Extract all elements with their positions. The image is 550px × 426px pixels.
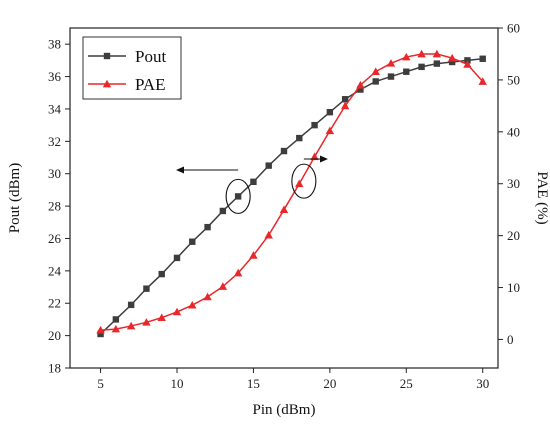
pout-point	[143, 285, 150, 292]
pout-point	[112, 316, 120, 323]
plot-frame	[69, 27, 499, 369]
y-tick-label-left: 32	[48, 134, 61, 149]
pae-point	[340, 101, 350, 110]
y-tick-label-left: 22	[48, 296, 61, 311]
pae-point	[233, 268, 243, 277]
pout-point	[326, 108, 334, 116]
series-layer	[96, 49, 487, 338]
legend-label-pout: Pout	[135, 47, 166, 66]
x-tick-label: 15	[247, 376, 260, 391]
y-tick-label-left: 38	[48, 37, 61, 52]
pae-point	[386, 59, 396, 67]
pae-point	[295, 179, 304, 188]
pae-point	[172, 307, 182, 316]
pout-point	[234, 193, 242, 200]
pout-point	[296, 134, 303, 142]
legend-marker-pout	[103, 52, 111, 60]
pae-point	[371, 67, 380, 75]
pout-point	[97, 330, 104, 338]
pout-point	[372, 78, 379, 85]
pout-point	[265, 162, 272, 169]
pae-point	[447, 53, 457, 62]
pae-point	[478, 77, 487, 85]
x-tick-label: 30	[476, 376, 489, 391]
legend-marker-pae	[102, 79, 112, 88]
pout-point	[341, 96, 349, 103]
pae-point	[463, 60, 472, 68]
y-tick-label-right: 30	[507, 176, 520, 191]
pout-point	[387, 73, 395, 80]
y-tick-label-left: 18	[48, 361, 61, 376]
y-axis-title-right: PAE (%)	[534, 171, 550, 224]
pae-point	[325, 126, 335, 135]
pae-point	[142, 318, 151, 326]
y-tick-label-right: 60	[507, 21, 520, 36]
pout-point	[189, 238, 196, 245]
axes: 5 10 15 20 25 30 18 20 22 24 26 28 30 32 34 36 38 0 10 20 30…	[48, 21, 520, 392]
y-tick-label-left: 30	[48, 166, 61, 181]
y-tick-label-right: 40	[507, 124, 520, 139]
pout-point	[403, 68, 410, 75]
y-axis-title-left: Pout (dBm)	[7, 163, 23, 233]
pout-point	[204, 223, 211, 231]
pae-point	[218, 282, 228, 290]
pae-point	[203, 292, 212, 301]
pout-axis-ellipse	[225, 178, 251, 214]
y-tick-label-left: 34	[48, 101, 62, 116]
pout-point	[280, 147, 288, 155]
y-tick-label-left: 28	[48, 199, 61, 214]
pout-point	[127, 301, 135, 309]
pout-point	[173, 254, 181, 262]
legend: Pout PAE	[82, 36, 182, 100]
pae-point	[402, 52, 411, 61]
pae-point	[111, 324, 121, 333]
pout-point	[311, 121, 318, 129]
pae-point	[279, 205, 289, 214]
pae-point	[356, 80, 365, 89]
pout-point	[219, 207, 227, 215]
pae-point	[96, 325, 105, 334]
x-axis-title: Pin (dBm)	[253, 402, 316, 418]
y-tick-label-left: 20	[48, 328, 61, 343]
x-tick-label: 25	[400, 376, 413, 391]
x-tick-label: 5	[97, 376, 104, 391]
legend-box	[82, 36, 182, 100]
y-tick-label-right: 10	[507, 280, 520, 295]
pae-point	[264, 230, 273, 239]
x-tick-label: 10	[171, 376, 184, 391]
pout-point	[250, 178, 257, 186]
pae-axis-ellipse	[291, 163, 317, 199]
x-tick-label: 20	[323, 376, 336, 391]
y-tick-label-left: 36	[48, 69, 62, 84]
pout-point	[433, 60, 441, 67]
pae-point	[188, 300, 197, 309]
y-tick-label-right: 50	[507, 72, 520, 87]
pout-point	[448, 58, 456, 66]
pout-point	[357, 86, 364, 93]
pae-point	[249, 251, 258, 259]
annotations	[176, 155, 328, 214]
y-tick-label-left: 24	[48, 263, 62, 278]
pae-point	[417, 49, 426, 58]
y-tick-label-right: 20	[507, 228, 520, 243]
pae-point	[126, 321, 136, 330]
pae-point	[310, 152, 319, 161]
pae-point	[157, 313, 166, 322]
pout-point	[418, 63, 425, 71]
left-arrow-head	[176, 166, 184, 174]
pout-point	[479, 55, 486, 62]
right-arrow-head	[320, 155, 328, 163]
y-tick-label-right: 0	[507, 332, 514, 347]
pae-point	[432, 49, 442, 58]
legend-label-pae: PAE	[135, 75, 166, 94]
pout-point	[158, 270, 165, 278]
y-tick-label-left: 26	[48, 231, 62, 246]
